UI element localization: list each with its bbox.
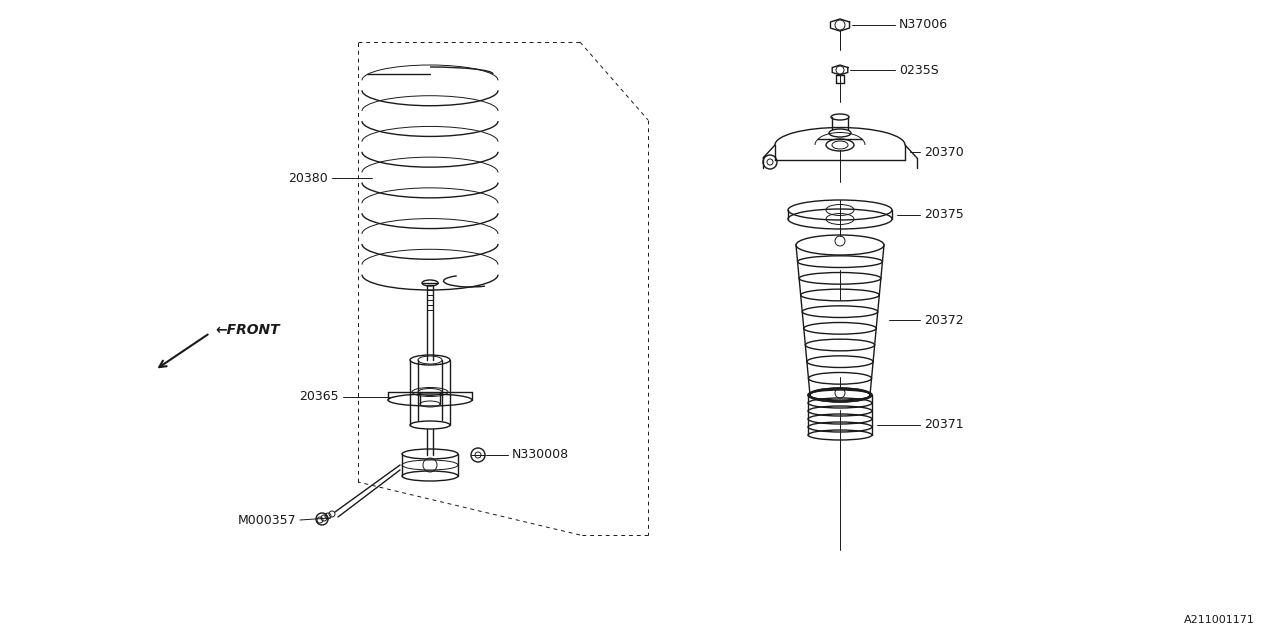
Text: 20372: 20372 xyxy=(924,314,964,326)
Text: M000357: M000357 xyxy=(237,513,296,527)
Text: 20371: 20371 xyxy=(924,419,964,431)
Text: ←FRONT: ←FRONT xyxy=(215,323,279,337)
Text: N330008: N330008 xyxy=(512,449,570,461)
Text: 20380: 20380 xyxy=(288,172,328,184)
Text: N37006: N37006 xyxy=(899,19,948,31)
Text: 20365: 20365 xyxy=(300,390,339,403)
Text: A211001171: A211001171 xyxy=(1184,615,1254,625)
Text: 20370: 20370 xyxy=(924,145,964,159)
Text: 0235S: 0235S xyxy=(899,63,938,77)
Text: 20375: 20375 xyxy=(924,209,964,221)
